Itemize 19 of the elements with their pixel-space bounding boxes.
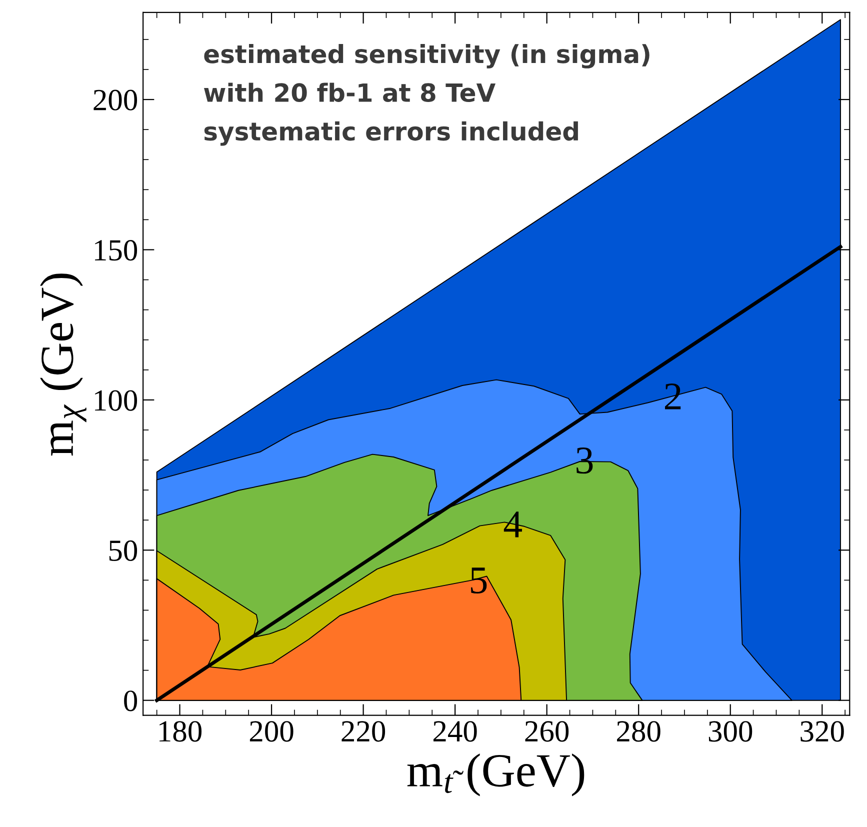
annotation: 3 xyxy=(576,448,593,474)
annotation: estimated sensitivity (in sigma) xyxy=(204,44,650,68)
y-tick-label: 100 xyxy=(95,390,138,411)
y-tick-label: 200 xyxy=(94,90,138,110)
y-tick-label: 0 xyxy=(124,690,138,712)
x-axis-title: m$_{t̃}$(GeV) xyxy=(407,753,584,796)
x-tick-label: 280 xyxy=(617,721,660,742)
x-tick-label: 240 xyxy=(433,721,477,742)
annotation: with 20 fb-1 at 8 TeV xyxy=(204,82,496,102)
x-tick-label: 260 xyxy=(525,721,569,742)
y-tick-label: 150 xyxy=(95,240,138,261)
x-tick-label: 220 xyxy=(342,721,386,742)
y-axis-title: m$_{χ}$ (GeV) xyxy=(40,274,86,456)
x-tick-label: 200 xyxy=(250,721,294,742)
annotation: systematic errors included xyxy=(204,121,578,146)
x-tick-label: 320 xyxy=(800,721,844,742)
x-tick-label: 300 xyxy=(708,721,752,742)
y-tick-label: 50 xyxy=(109,540,138,562)
x-tick-label: 180 xyxy=(160,721,202,742)
